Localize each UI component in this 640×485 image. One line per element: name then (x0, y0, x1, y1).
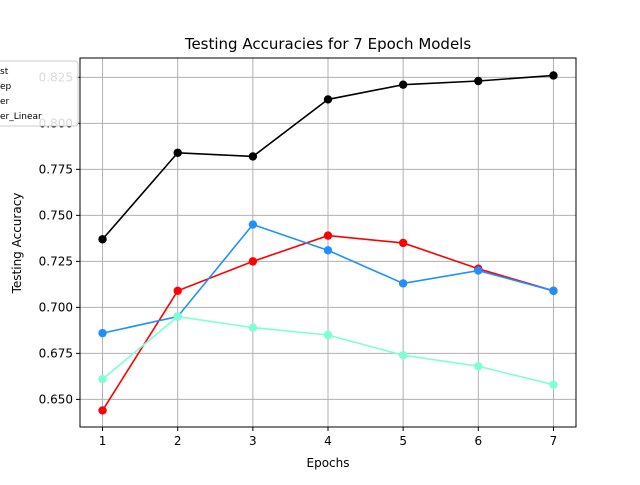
series-1-point (474, 76, 483, 86)
series-4-point (398, 351, 408, 360)
legend-entry-label: st (0, 67, 9, 77)
x-tick-label: 3 (249, 434, 257, 448)
series-2-point (323, 231, 333, 240)
series-4-point (549, 380, 558, 389)
series-1-point (323, 95, 333, 104)
series-2-point (398, 238, 408, 248)
y-tick-label: 0.725 (39, 254, 73, 268)
legend-entry-label: ep (0, 82, 12, 92)
y-tick-label: 0.650 (39, 392, 73, 406)
legend-entry-label: er_Linear (0, 112, 42, 122)
series-4-point (98, 374, 107, 384)
series-4-point (173, 312, 182, 321)
series-2-point (248, 257, 258, 266)
series-4-point (248, 323, 258, 332)
series-3-point (248, 220, 258, 229)
series-3-point (323, 246, 333, 255)
series-1-point (248, 152, 258, 161)
series-4-point (474, 362, 483, 371)
x-axis-label: Epochs (307, 456, 350, 470)
x-tick-label: 7 (550, 434, 558, 448)
chart-title: Testing Accuracies for 7 Epoch Models (184, 35, 472, 53)
legend-entry-label: er (0, 97, 10, 107)
series-3-point (398, 279, 408, 288)
series-layer (98, 71, 558, 415)
series-1-point (549, 71, 558, 80)
series-2-point (98, 406, 107, 415)
legend: st ep er er_Linear (0, 60, 79, 127)
series-1-point (173, 148, 182, 157)
x-tick-label: 2 (174, 434, 182, 448)
series-3-point (98, 328, 107, 338)
series-4-point (323, 330, 333, 340)
series-1-point (398, 80, 408, 89)
y-tick-label: 0.700 (39, 300, 73, 314)
legend-box (0, 60, 79, 127)
y-tick-label: 0.775 (39, 162, 73, 176)
series-1-point (98, 235, 107, 244)
series-2-point (173, 286, 182, 296)
y-tick-label: 0.750 (39, 208, 73, 222)
x-tick-label: 4 (324, 434, 332, 448)
x-tick-label: 5 (399, 434, 407, 448)
x-tick-label: 1 (99, 434, 107, 448)
y-axis-label: Testing Accuracy (10, 193, 24, 295)
y-tick-label: 0.675 (39, 346, 73, 360)
series-3-point (474, 266, 483, 275)
series-3-point (549, 286, 558, 296)
x-tick-label: 6 (474, 434, 482, 448)
